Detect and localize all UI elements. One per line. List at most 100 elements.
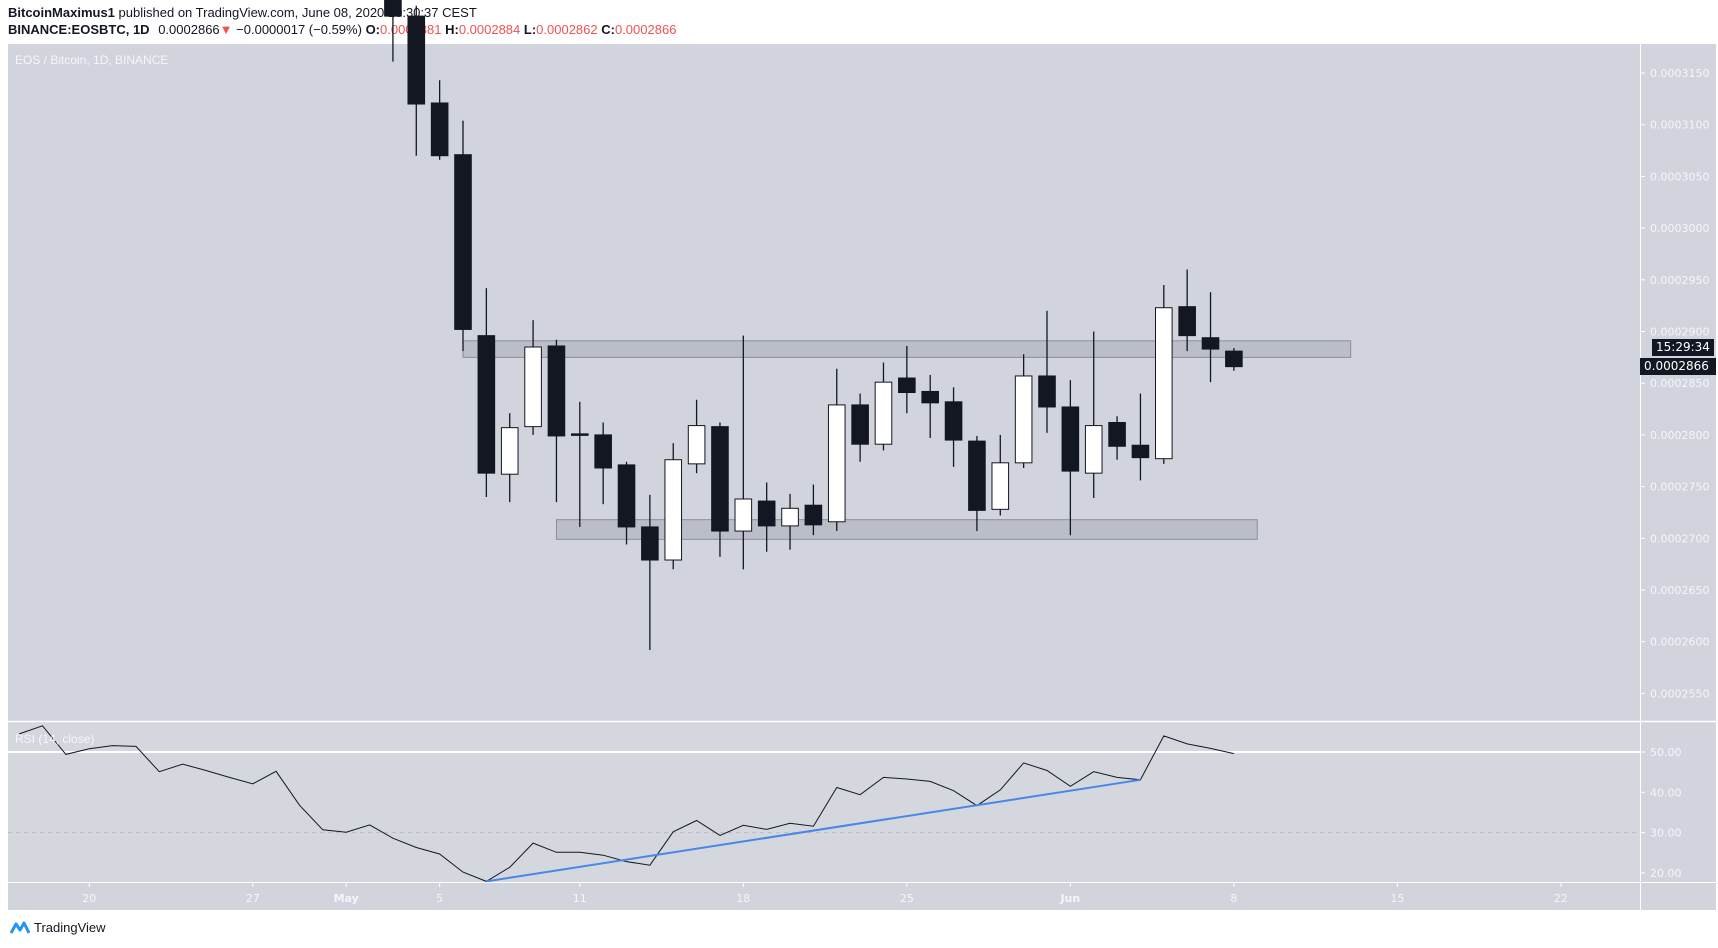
- rsi-line: [19, 725, 1235, 882]
- time-tick-label: May: [334, 892, 359, 905]
- triangle-down-icon: ▼: [219, 22, 233, 37]
- rsi-tick-label: 50.00: [1650, 746, 1682, 759]
- candle: [594, 422, 612, 505]
- candle: [1084, 331, 1103, 498]
- rsi-title: RSI (14, close): [15, 732, 95, 746]
- candle: [734, 335, 753, 570]
- time-tick-label: 27: [246, 892, 260, 905]
- time-tick-label: 11: [573, 892, 587, 905]
- candle: [407, 5, 426, 156]
- bear-candle-body: [757, 500, 776, 527]
- candle: [1131, 393, 1150, 481]
- bear-candle-body: [944, 401, 963, 441]
- candle: [641, 494, 659, 650]
- candle: [1108, 416, 1126, 460]
- bear-candle-body: [407, 15, 426, 105]
- bear-candle-body: [968, 440, 986, 511]
- candle: [524, 320, 542, 435]
- candle: [1014, 354, 1033, 468]
- bear-candle-body: [430, 102, 449, 157]
- price-tick-label: 0.0002550: [1650, 687, 1710, 700]
- bear-candle-body: [1131, 444, 1150, 459]
- price-tick-label: 0.0002700: [1650, 532, 1710, 545]
- candle: [944, 387, 963, 467]
- candle: [1038, 310, 1056, 433]
- price-axis[interactable]: 0.0003150 0.0003100 0.0003050 0.0003000 0.00…: [1640, 67, 1710, 700]
- time-axis[interactable]: 20 27 May 5 11 18 25 Jun 8 15 22: [82, 882, 1568, 905]
- bull-candle-body: [734, 498, 753, 532]
- bear-candle-body: [1178, 306, 1196, 337]
- candle: [968, 435, 986, 532]
- candle: [384, 0, 402, 62]
- candle: [804, 484, 823, 536]
- bull-candle-body: [781, 507, 799, 527]
- price-tick-label: 0.0003050: [1650, 170, 1710, 183]
- bear-candle-body: [617, 464, 636, 528]
- author-name[interactable]: BitcoinMaximus1: [8, 5, 115, 20]
- rsi-tick-label: 20.00: [1650, 867, 1682, 880]
- candle: [571, 401, 589, 527]
- bear-candle-body: [454, 154, 472, 330]
- low-label: L:: [523, 22, 537, 37]
- candle: [757, 482, 776, 552]
- time-tick-label: 22: [1554, 892, 1568, 905]
- bull-candle-body: [500, 427, 519, 475]
- candle: [1201, 292, 1220, 383]
- bear-candle-body: [594, 434, 612, 469]
- candle: [991, 434, 1010, 516]
- candle: [921, 374, 940, 439]
- time-tick-label: 15: [1390, 892, 1404, 905]
- bull-candle-body: [687, 425, 706, 465]
- price-tick-label: 0.0002750: [1650, 481, 1710, 494]
- low-value: 0.0002862: [536, 22, 598, 37]
- bear-candle-body: [804, 504, 823, 526]
- bear-candle-body: [1061, 406, 1080, 472]
- rsi-trendline: [486, 778, 1141, 883]
- candle: [1155, 284, 1173, 464]
- bull-candle-body: [1155, 307, 1173, 460]
- bear-candle-body: [1201, 337, 1220, 350]
- bear-candle-body: [547, 345, 566, 437]
- tradingview-logo-text: TradingView: [34, 920, 106, 935]
- price-tick-label: 0.0002850: [1650, 377, 1710, 390]
- bear-candle-body: [1225, 350, 1243, 368]
- last-value: 0.0002866: [158, 22, 220, 37]
- chart-title: EOS / Bitcoin, 1D, BINANCE: [15, 53, 169, 67]
- candle: [1225, 348, 1243, 371]
- price-tick-label: 0.0002950: [1650, 274, 1710, 287]
- time-tick-label: 8: [1230, 892, 1237, 905]
- bull-candle-body: [827, 404, 846, 523]
- bull-candle-body: [664, 459, 683, 561]
- price-tick-label: 0.0002900: [1650, 326, 1710, 339]
- bar-countdown: 15:29:34: [1652, 339, 1714, 356]
- candle: [500, 413, 519, 503]
- candle: [1178, 269, 1196, 352]
- candle: [874, 362, 893, 451]
- candle: [477, 288, 496, 497]
- rsi-background: [8, 722, 1640, 882]
- bear-candle-body: [921, 390, 940, 404]
- candle: [781, 493, 799, 550]
- candle: [711, 422, 729, 557]
- support-zone: [555, 519, 1258, 540]
- candle: [617, 461, 636, 545]
- bull-candle-body: [1014, 375, 1033, 464]
- bear-candle-body: [571, 433, 589, 436]
- candle: [430, 80, 449, 160]
- price-tick-label: 0.0003000: [1650, 222, 1710, 235]
- high-value: 0.0002884: [458, 22, 521, 37]
- bull-candle-body: [1084, 425, 1103, 474]
- price-tick-label: 0.0003150: [1650, 67, 1710, 80]
- price-tick-label: 0.0002650: [1650, 584, 1710, 597]
- time-tick-label: 20: [82, 892, 96, 905]
- bull-candle-body: [991, 462, 1010, 510]
- rsi-pane: 50.00 40.00 30.00 20.00: [8, 725, 1682, 883]
- bear-candle-body: [477, 335, 496, 474]
- price-tick-label: 0.0002800: [1650, 429, 1710, 442]
- bear-candle-body: [851, 404, 869, 445]
- candle: [687, 399, 706, 474]
- high-label: H:: [445, 22, 459, 37]
- bear-candle-body: [1038, 375, 1056, 408]
- tradingview-logo[interactable]: TradingView: [10, 920, 106, 935]
